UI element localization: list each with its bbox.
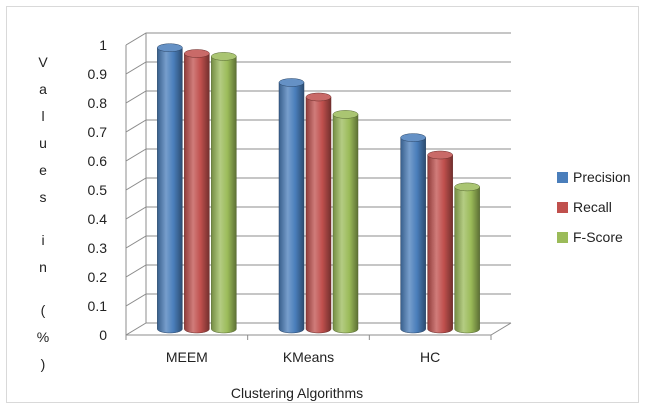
bar-cap bbox=[454, 182, 480, 192]
x-tick-label: HC bbox=[420, 349, 440, 365]
legend-item-recall: Recall bbox=[557, 199, 612, 215]
bar-recall-meem bbox=[184, 49, 210, 334]
bars bbox=[157, 43, 480, 334]
y-tick-label: 0.4 bbox=[88, 211, 108, 227]
x-tick-label: KMeans bbox=[283, 349, 334, 365]
bar-cap bbox=[184, 49, 210, 58]
bar-recall-kmeans bbox=[305, 92, 332, 334]
bar-recall-hc bbox=[427, 150, 453, 334]
y-axis-title-char: i bbox=[41, 232, 44, 248]
bar-cap bbox=[400, 133, 426, 142]
y-tick-label: 0.9 bbox=[88, 66, 108, 82]
bar-body bbox=[400, 137, 426, 334]
y-axis-title-char: s bbox=[40, 189, 47, 205]
bar-body bbox=[305, 96, 332, 334]
bar-cap bbox=[278, 78, 305, 87]
bar-cap bbox=[427, 150, 453, 160]
labels: 0 0.1 0.2 0.3 0.4 0.5 0.6 0.7 0.8 0.9 1 MEEM KMeans H… bbox=[37, 37, 441, 401]
legend: Precision Recall F-Score bbox=[557, 169, 631, 245]
y-axis-title-char: % bbox=[37, 329, 49, 345]
bar-body bbox=[211, 56, 237, 334]
gridline bbox=[125, 32, 511, 46]
y-tick-label: 1 bbox=[99, 37, 107, 53]
legend-swatch bbox=[557, 232, 568, 243]
y-tick-label: 0.7 bbox=[88, 124, 108, 140]
y-axis-title-char: n bbox=[39, 259, 47, 275]
y-axis-title-char: V bbox=[38, 54, 48, 70]
bar-body bbox=[184, 53, 210, 334]
legend-swatch bbox=[557, 172, 568, 183]
x-tick-label: MEEM bbox=[166, 349, 208, 365]
y-axis-title-char: a bbox=[39, 81, 47, 97]
bar-body bbox=[332, 114, 359, 334]
y-tick-label: 0 bbox=[99, 327, 107, 343]
bar-cap bbox=[157, 43, 183, 52]
axes bbox=[125, 33, 512, 340]
y-axis-title-char: ( bbox=[41, 302, 46, 318]
y-tick-label: 0.6 bbox=[88, 153, 108, 169]
bar-f-score-meem bbox=[211, 52, 237, 334]
bar-body bbox=[278, 82, 305, 334]
y-axis-title-char: ) bbox=[41, 356, 46, 372]
y-tick-label: 0.5 bbox=[88, 182, 108, 198]
legend-label: Precision bbox=[573, 169, 631, 185]
y-axis-title-char: l bbox=[41, 108, 44, 124]
bar-precision-hc bbox=[400, 133, 426, 334]
x-axis-title: Clustering Algorithms bbox=[231, 385, 363, 401]
bar-body bbox=[157, 47, 183, 334]
y-tick-label: 0.1 bbox=[88, 298, 108, 314]
bar-body bbox=[427, 154, 453, 334]
bar-f-score-kmeans bbox=[332, 110, 359, 334]
legend-item-f-score: F-Score bbox=[557, 229, 623, 245]
y-tick-label: 0.3 bbox=[88, 240, 108, 256]
y-axis-title-char: u bbox=[39, 135, 47, 151]
legend-label: F-Score bbox=[573, 229, 623, 245]
bar-f-score-hc bbox=[454, 182, 480, 334]
gridline bbox=[125, 61, 511, 75]
legend-item-precision: Precision bbox=[557, 169, 631, 185]
legend-label: Recall bbox=[573, 199, 612, 215]
bar-precision-meem bbox=[157, 43, 183, 334]
bar-precision-kmeans bbox=[278, 78, 305, 334]
legend-swatch bbox=[557, 202, 568, 213]
bar-body bbox=[454, 186, 480, 334]
bar-cap bbox=[305, 92, 332, 102]
y-tick-label: 0.2 bbox=[88, 269, 108, 285]
y-tick-label: 0.8 bbox=[88, 95, 108, 111]
y-axis-title-char: e bbox=[39, 162, 47, 178]
bar-cap bbox=[332, 110, 359, 119]
bar-cap bbox=[211, 52, 237, 61]
